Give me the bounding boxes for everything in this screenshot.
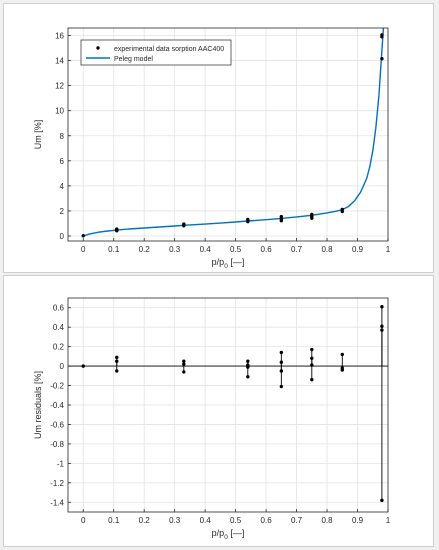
residuals-xlabel: p/p0 [—] — [212, 528, 245, 541]
sorption-data-point — [115, 227, 119, 231]
residual-point — [310, 378, 314, 382]
isotherm-ytick-label: 4 — [60, 182, 65, 191]
residuals-chart: 0 0.1 0.2 0.3 0.4 0.5 0.6 0.7 0.8 0.9 1 -1.4 -1.2 -1 -… — [33, 297, 391, 541]
sorption-data-point — [380, 56, 384, 61]
sorption-data-point — [182, 222, 186, 226]
residuals-ytick-label: -0.4 — [50, 401, 64, 410]
sorption-data-point — [340, 207, 344, 212]
sorption-data-point — [310, 212, 314, 217]
residual-point — [246, 365, 250, 369]
isotherm-chart: 0 0.1 0.2 0.3 0.4 0.5 0.6 0.7 0.8 0.9 102468101214… — [33, 27, 391, 270]
residuals-xtick-label: 0 — [81, 516, 86, 525]
isotherm-panel: 0 0.1 0.2 0.3 0.4 0.5 0.6 0.7 0.8 0.9 1 0 2 4 6 8 10 12 14… — [3, 3, 434, 273]
residual-point — [279, 369, 284, 373]
isotherm-xlabel: p/p0 [—] — [212, 257, 245, 270]
isotherm-ytick-label: 6 — [60, 157, 65, 166]
residuals-xtick-label: 0.5 — [230, 516, 242, 525]
residuals-xtick-label: 0.6 — [261, 516, 273, 525]
residual-point — [380, 328, 384, 332]
isotherm-ylabel: Um [%] — [33, 120, 43, 150]
residual-point — [380, 305, 384, 309]
residual-point — [340, 368, 344, 372]
residual-point — [81, 364, 85, 368]
isotherm-ytick-label: 2 — [60, 207, 65, 216]
residuals-xtick-label: 0.2 — [139, 516, 151, 525]
residuals-ytick-label: -0.6 — [50, 420, 64, 429]
isotherm-ytick-label: 8 — [60, 132, 65, 141]
isotherm-xtick-label: 0.5 — [230, 245, 242, 254]
residual-point — [279, 360, 284, 364]
residuals-xtick-label: 0.1 — [108, 516, 120, 525]
isotherm-xtick-label: 0.3 — [169, 245, 181, 254]
residual-point — [246, 359, 250, 363]
residuals-ytick-label: -1 — [57, 459, 65, 468]
isotherm-xtick-label: 0.1 — [108, 245, 120, 254]
residual-point — [246, 375, 250, 379]
residuals-ytick-label: -0.2 — [50, 382, 64, 391]
residuals-xtick-label: 0.7 — [291, 516, 303, 525]
residual-point — [340, 352, 344, 357]
isotherm-xtick-label: 0.2 — [139, 245, 151, 254]
isotherm-xtick-label: 0.9 — [352, 245, 364, 254]
isotherm-xtick-label: 0.4 — [200, 245, 212, 254]
residual-point — [115, 355, 119, 360]
isotherm-ytick-label: 16 — [55, 32, 64, 41]
residuals-xtick-label: 0.4 — [200, 516, 212, 525]
residuals-xtick-label: 0.8 — [321, 516, 333, 525]
residual-point — [279, 384, 284, 389]
sorption-data-point — [246, 217, 250, 222]
residuals-ytick-label: 0.2 — [53, 343, 65, 352]
legend-box — [80, 39, 232, 66]
isotherm-xtick-label: 1 — [386, 245, 391, 254]
residuals-ytick-label: 0.6 — [53, 304, 65, 313]
isotherm-xtick-label: 0.7 — [291, 245, 303, 254]
isotherm-xtick-label: 0.8 — [321, 245, 333, 254]
legend-label-model: Peleg model — [114, 56, 153, 63]
sorption-data-point — [380, 33, 384, 37]
residuals-axes-frame — [67, 297, 389, 513]
residuals-ytick-label: 0.4 — [53, 323, 65, 332]
residuals-xtick-label: 1 — [386, 516, 391, 525]
legend-marker-data — [96, 46, 100, 50]
residual-point — [380, 498, 384, 503]
residual-point — [310, 347, 314, 352]
isotherm-xtick-label: 0.6 — [261, 245, 273, 254]
isotherm-axes-frame — [67, 27, 389, 242]
residual-point — [279, 350, 284, 355]
residual-point — [310, 356, 314, 361]
isotherm-xtick-label: 0 — [81, 245, 86, 254]
legend-label-data: experimental data sorption AAC400 — [114, 46, 224, 53]
isotherm-ytick-label: 10 — [55, 107, 64, 116]
residual-point — [182, 362, 186, 366]
isotherm-ytick-label: 12 — [55, 82, 64, 91]
residual-point — [182, 370, 186, 374]
isotherm-ytick-label: 14 — [55, 57, 64, 66]
residuals-panel: 0 0.1 0.2 0.3 0.4 0.5 0.6 0.7 0.8 0.9 1 -1.4 -1.2 -1 -… — [3, 275, 434, 547]
isotherm-legend: experimental data sorption AAC400 Peleg m… — [80, 39, 232, 66]
sorption-data-point — [279, 214, 284, 219]
sorption-data-point — [81, 234, 85, 238]
residuals-ytick-label: -1.4 — [50, 498, 64, 507]
residual-point — [380, 324, 384, 328]
residual-point — [115, 359, 119, 363]
residuals-ytick-label: -1.2 — [50, 479, 64, 488]
residual-point — [310, 363, 314, 367]
residuals-ylabel: Um residuals [%] — [33, 371, 43, 439]
residual-point — [115, 369, 119, 373]
isotherm-ytick-label: 0 — [60, 232, 65, 241]
residual-point — [182, 359, 186, 363]
residuals-xtick-label: 0.3 — [169, 516, 181, 525]
residuals-ytick-label: -0.8 — [50, 440, 64, 449]
residuals-xtick-label: 0.9 — [352, 516, 364, 525]
residuals-ytick-label: 0 — [60, 362, 65, 371]
